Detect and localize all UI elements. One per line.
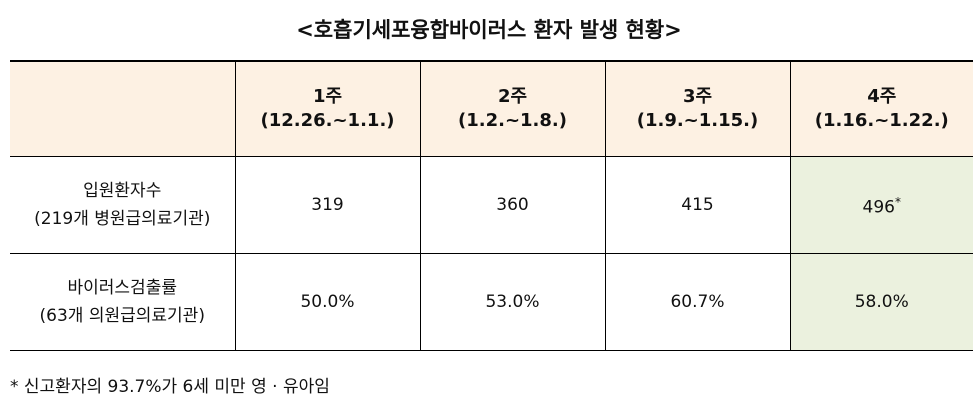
week: 3주: [682, 86, 713, 107]
week: 2주: [497, 86, 528, 107]
header-cell: 3주 (1.9.~1.15.): [604, 60, 791, 157]
cell: 360: [419, 156, 606, 254]
row: 입원환자수 (219개 병원급의료기관) 319 360 415 496*: [10, 156, 973, 254]
footnote: * 신고환자의 93.7%가 6세 미만 영 · 유아임: [10, 377, 330, 397]
cell: 415: [604, 156, 791, 254]
week: 1주: [312, 86, 343, 107]
header-cell: 4주 (1.16.~1.22.): [789, 60, 973, 157]
cell: 53.0%: [419, 253, 606, 351]
period: (1.2.~1.8.): [458, 110, 567, 131]
cell: 50.0%: [234, 253, 421, 351]
cell: 496*: [789, 156, 973, 254]
cell-value: 496: [862, 197, 895, 218]
row: 바이러스검출률 (63개 의원급의료기관) 50.0% 53.0% 60.7% 5…: [10, 253, 973, 351]
header-cell: 1주 (12.26.~1.1.): [234, 60, 421, 157]
week: 4주: [867, 86, 897, 107]
header-row: 1주 (12.26.~1.1.) 2주 (1.2.~1.8.) 3주 (1.9.~1.…: [10, 60, 973, 157]
corner-cell: [10, 60, 236, 157]
note-mark: *: [894, 195, 901, 210]
row-label: 입원환자수 (219개 병원급의료기관): [10, 156, 236, 254]
cell: 319: [234, 156, 421, 254]
title: <호흡기세포융합바이러스 환자 발생 현황>: [296, 18, 682, 42]
period: (1.16.~1.22.): [814, 110, 949, 131]
label: 입원환자수: [83, 181, 162, 201]
status-table: 1주 (12.26.~1.1.) 2주 (1.2.~1.8.) 3주 (1.9.~1.…: [10, 60, 973, 351]
period: (12.26.~1.1.): [260, 110, 395, 131]
sublabel: (219개 병원급의료기관): [34, 209, 211, 229]
period: (1.9.~1.15.): [636, 110, 759, 131]
sublabel: (63개 의원급의료기관): [39, 306, 205, 326]
label: 바이러스검출률: [67, 278, 177, 298]
cell: 60.7%: [604, 253, 791, 351]
row-label: 바이러스검출률 (63개 의원급의료기관): [10, 253, 236, 351]
header-cell: 2주 (1.2.~1.8.): [419, 60, 606, 157]
cell: 58.0%: [789, 253, 973, 351]
